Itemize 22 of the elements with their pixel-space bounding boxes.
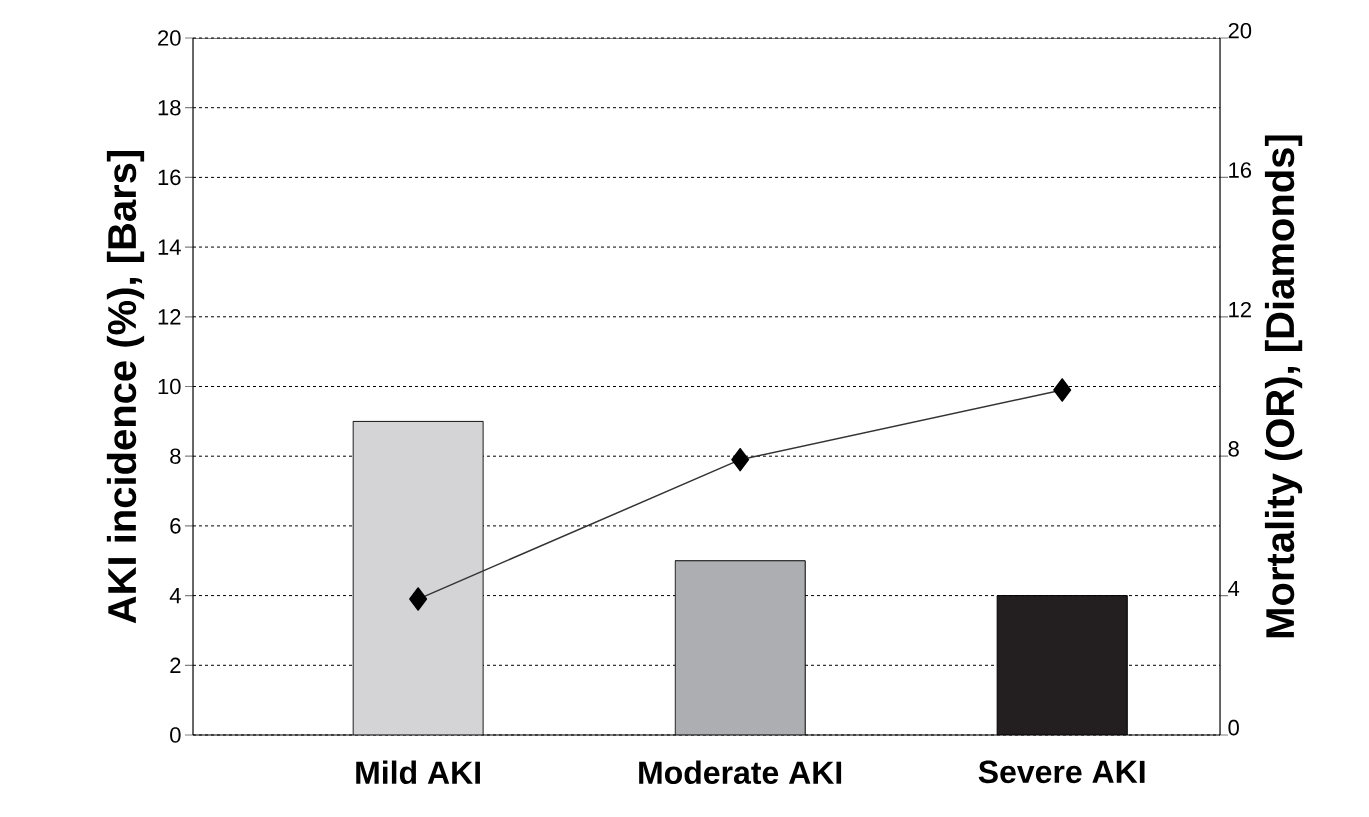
y2-tick-label: 12 <box>1229 301 1251 318</box>
y-tick-label: 2 <box>170 657 181 673</box>
y-axis-title: AKI incidence (%), [Bars] <box>106 150 145 624</box>
y-tick-label: 8 <box>170 448 181 464</box>
y2-axis-title: Mortality (OR), [Diamonds] <box>1264 135 1303 638</box>
y-tick-label: 0 <box>170 727 181 743</box>
y-tick-label: 16 <box>158 169 181 186</box>
y-tick-label: 10 <box>158 378 181 395</box>
y2-tick-label: 16 <box>1229 162 1252 178</box>
y-tick-label: 6 <box>170 518 181 534</box>
y-tick-label: 14 <box>158 239 181 255</box>
y2-tick-label: 0 <box>1228 719 1239 736</box>
y-tick-label: 18 <box>158 99 181 116</box>
y-tick-label: 4 <box>169 588 181 604</box>
x-tick-label: Severe AKI <box>978 760 1145 784</box>
y2-tick-label: 20 <box>1228 22 1252 39</box>
x-tick-label: Moderate AKI <box>639 760 842 785</box>
y-tick-label: 20 <box>158 30 181 46</box>
y2-tick-label: 4 <box>1228 580 1240 597</box>
x-tick-label: Mild AKI <box>356 760 480 785</box>
y2-tick-label: 8 <box>1228 441 1239 457</box>
y-tick-label: 12 <box>158 309 181 325</box>
